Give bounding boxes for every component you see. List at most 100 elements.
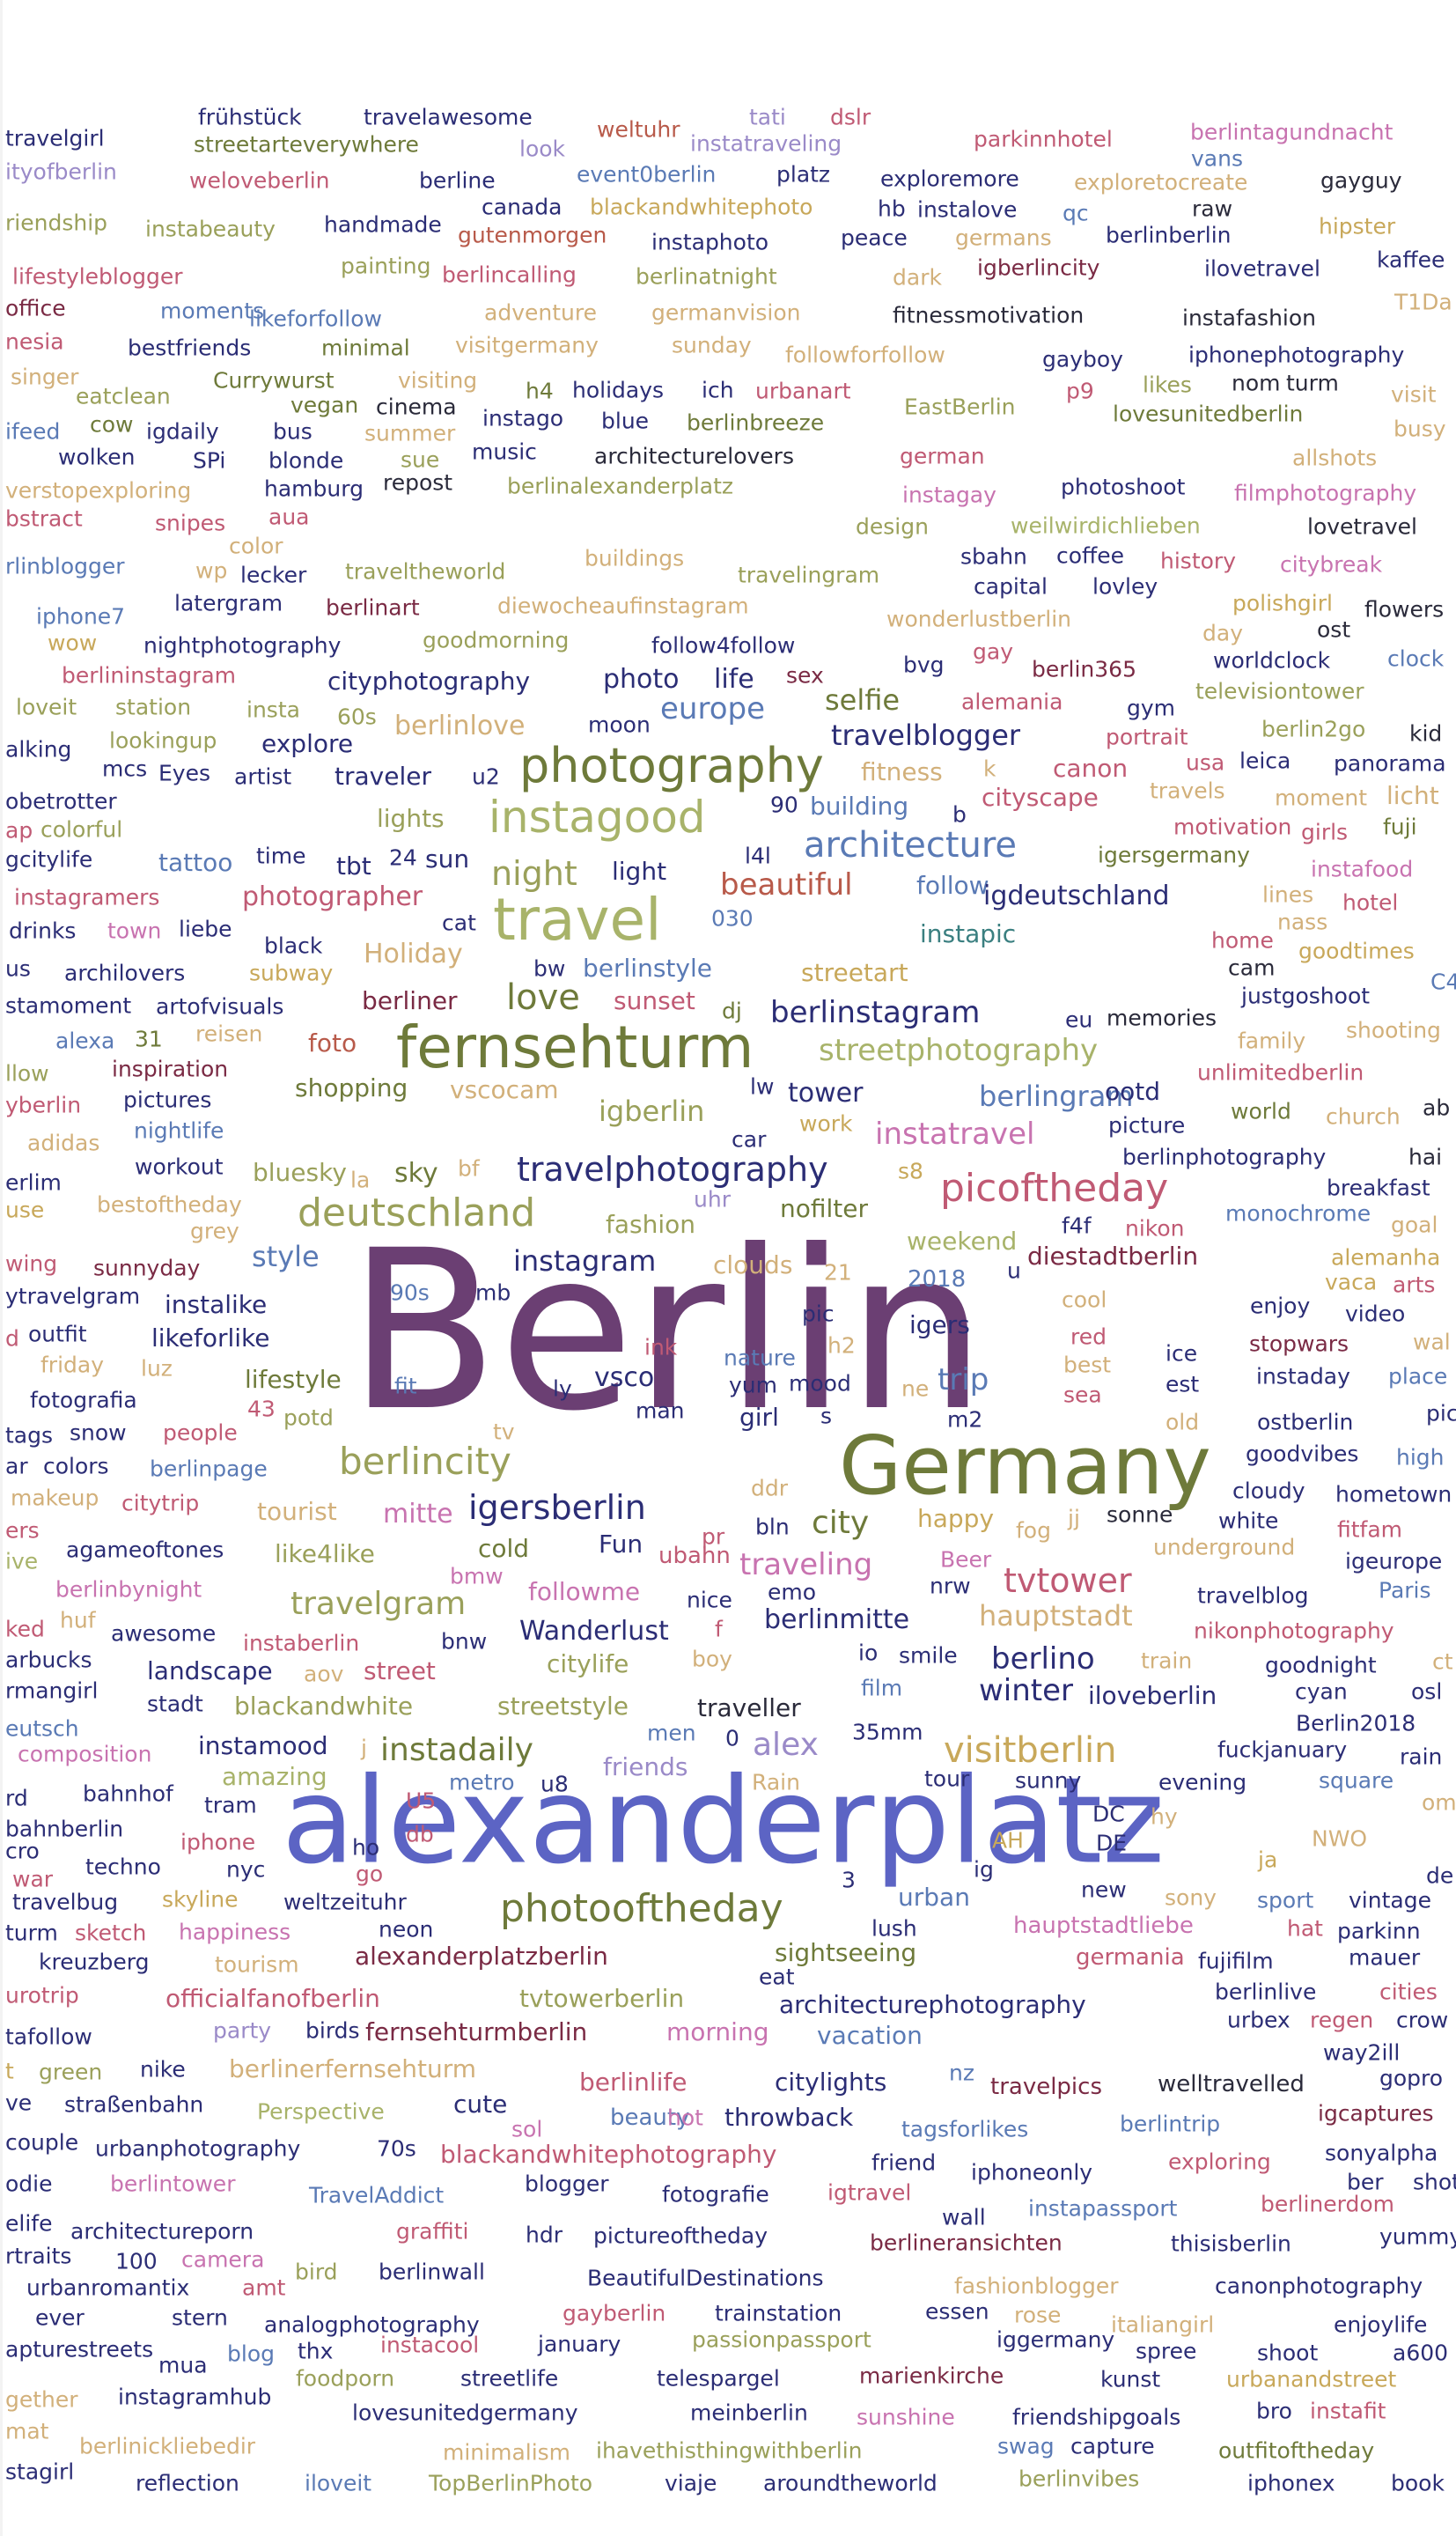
cloud-word: cities <box>1379 1979 1438 2005</box>
cloud-word: alemanha <box>1331 1244 1441 1271</box>
cloud-word: wow <box>48 630 98 656</box>
cloud-word: bestoftheday <box>97 1191 242 1218</box>
cloud-word: old <box>1166 1409 1200 1435</box>
cloud-word: girl <box>739 1403 779 1432</box>
cloud-word: go <box>356 1861 384 1887</box>
cloud-word: reisen <box>195 1021 263 1047</box>
cloud-word: sunset <box>614 986 695 1015</box>
cloud-word: nyc <box>226 1856 266 1883</box>
cloud-word: wp <box>195 557 228 584</box>
cloud-word: Berlin2018 <box>1296 1710 1416 1736</box>
cloud-word: T1Da <box>1394 289 1452 315</box>
cloud-word: likes <box>1143 372 1192 398</box>
cloud-word: sex <box>786 662 824 689</box>
cloud-word: berlininstagram <box>62 662 237 689</box>
cloud-word: city <box>812 1505 870 1541</box>
cloud-word: instapic <box>920 919 1017 948</box>
cloud-word: kid <box>1409 720 1443 747</box>
cloud-word: station <box>115 694 192 720</box>
cloud-word: weekend <box>907 1227 1018 1256</box>
cloud-word: rmangirl <box>5 1677 99 1704</box>
cloud-word: ve <box>5 2090 33 2116</box>
cloud-word: tvtowerberlin <box>519 1984 685 2013</box>
cloud-word: igers <box>909 1310 970 1339</box>
cloud-word: stopwars <box>1249 1331 1349 1357</box>
cloud-word: shooting <box>1346 1017 1441 1043</box>
cloud-word: ly <box>553 1375 572 1402</box>
cloud-word: us <box>5 955 31 982</box>
cloud-word: liebe <box>179 916 232 942</box>
cloud-word: adventure <box>484 299 597 326</box>
cloud-word: hdr <box>526 2222 563 2248</box>
cloud-word: ityofberlin <box>5 158 117 185</box>
cloud-word: blonde <box>268 447 344 474</box>
cloud-word: fitness <box>861 757 943 786</box>
cloud-word: vans <box>1191 145 1243 172</box>
cloud-word: camera <box>181 2246 265 2273</box>
cloud-word: llow <box>5 1060 49 1087</box>
cloud-word: pic <box>1426 1400 1456 1426</box>
cloud-word: office <box>5 295 66 321</box>
cloud-word: berlincity <box>339 1440 511 1483</box>
cloud-word: film <box>861 1675 903 1701</box>
cloud-word: green <box>39 2059 103 2085</box>
cloud-word: cat <box>442 910 476 936</box>
cloud-word: instamood <box>198 1731 328 1760</box>
cloud-word: fashionblogger <box>954 2273 1119 2299</box>
cloud-word: polishgirl <box>1232 590 1333 616</box>
cloud-word: artofvisuals <box>156 993 284 1020</box>
cloud-word: nike <box>140 2056 186 2083</box>
cloud-word: streetlife <box>460 2365 559 2392</box>
cloud-word: architectureporn <box>70 2218 254 2245</box>
cloud-word: qc <box>1063 200 1089 226</box>
cloud-word: pr <box>702 1523 725 1550</box>
cloud-word: neon <box>379 1916 434 1943</box>
cloud-word: wal <box>1413 1329 1451 1355</box>
cloud-word: europe <box>660 691 765 726</box>
cloud-word: bf <box>458 1155 480 1182</box>
cloud-word: friendshipgoals <box>1012 2404 1181 2430</box>
cloud-word: sbahn <box>960 543 1027 570</box>
cloud-word: tv <box>493 1419 515 1445</box>
cloud-word: yum <box>729 1372 777 1398</box>
cloud-word: italiangirl <box>1111 2311 1215 2338</box>
cloud-word: iphonephotography <box>1188 342 1405 368</box>
cloud-word: eatclean <box>76 383 171 409</box>
cloud-word: ber <box>1347 2169 1384 2195</box>
cloud-word: sue <box>401 446 440 473</box>
cloud-word: church <box>1326 1103 1401 1130</box>
cloud-word: way2ill <box>1323 2039 1401 2066</box>
cloud-word: makeup <box>11 1485 99 1511</box>
cloud-word: telespargel <box>657 2365 780 2392</box>
cloud-word: 100 <box>115 2248 158 2274</box>
cloud-word: winter <box>979 1673 1074 1708</box>
cloud-word: goodnight <box>1265 1652 1377 1678</box>
cloud-word: visiting <box>398 367 478 394</box>
cloud-word: moments <box>160 298 265 324</box>
cloud-word: video <box>1345 1301 1406 1327</box>
cloud-word: sport <box>1257 1887 1314 1913</box>
cloud-word: ice <box>1166 1340 1198 1367</box>
cloud-word: music <box>472 439 537 465</box>
cloud-word: fog <box>1016 1517 1051 1544</box>
cloud-word: j <box>361 1735 367 1761</box>
cloud-word: vaca <box>1325 1269 1378 1295</box>
cloud-word: travelblog <box>1197 1582 1309 1609</box>
cloud-word: style <box>252 1240 320 1273</box>
cloud-word: TravelAddict <box>309 2182 445 2208</box>
cloud-word: TopBerlinPhoto <box>429 2470 593 2496</box>
cloud-word: fitfam <box>1337 1516 1403 1543</box>
cloud-word: Perspective <box>257 2098 385 2125</box>
cloud-word: instalove <box>917 196 1018 223</box>
cloud-word: berlincalling <box>442 262 577 288</box>
cloud-word: parkinnhotel <box>974 126 1113 152</box>
cloud-word: urbanart <box>755 378 851 404</box>
cloud-word: shoot <box>1257 2340 1319 2366</box>
cloud-word: berliner <box>362 986 458 1015</box>
cloud-word: use <box>5 1197 45 1223</box>
cloud-word: sea <box>1063 1382 1102 1408</box>
cloud-word: outfit <box>28 1321 87 1347</box>
cloud-word: friends <box>603 1752 688 1781</box>
cloud-word: blackandwhite <box>234 1692 414 1721</box>
